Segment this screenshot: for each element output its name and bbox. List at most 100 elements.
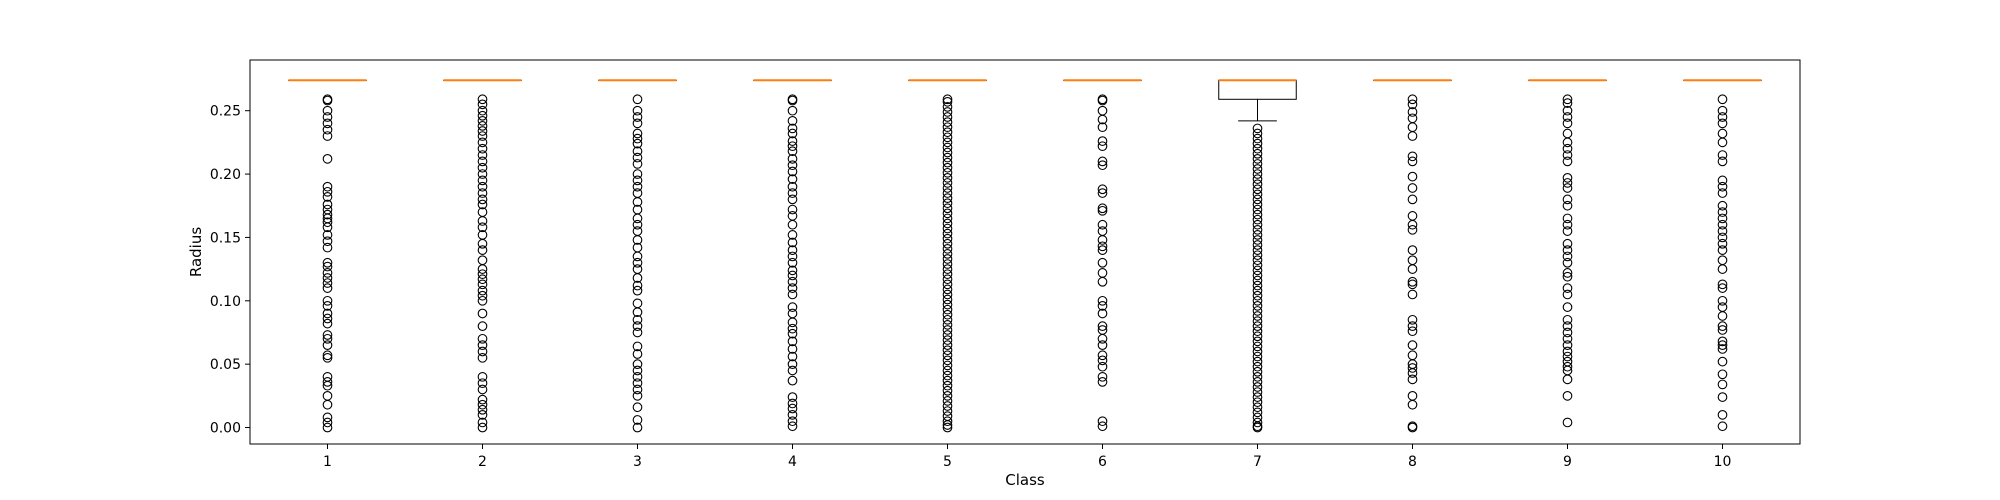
outlier-point bbox=[477, 199, 488, 210]
outlier-point bbox=[1097, 257, 1108, 268]
outlier-point bbox=[1407, 94, 1418, 105]
outlier-point bbox=[1252, 174, 1263, 184]
outlier-point bbox=[1252, 301, 1263, 311]
outlier-point bbox=[942, 254, 953, 264]
outlier-point bbox=[477, 371, 488, 382]
outlier-point bbox=[477, 94, 488, 105]
outlier-point bbox=[787, 365, 798, 376]
outlier-point bbox=[1252, 159, 1263, 169]
y-tick-label: 0.25 bbox=[210, 104, 241, 120]
box-group bbox=[443, 79, 522, 433]
outlier-point bbox=[322, 352, 333, 363]
outlier-point bbox=[1407, 374, 1418, 385]
outlier-point bbox=[477, 279, 488, 290]
outlier-point bbox=[1407, 264, 1418, 274]
outlier-point bbox=[1407, 151, 1418, 162]
outlier-point bbox=[1252, 224, 1263, 235]
outlier-point bbox=[632, 169, 643, 179]
outlier-point bbox=[477, 169, 488, 179]
outlier-point bbox=[1562, 417, 1573, 428]
outlier-point bbox=[1717, 112, 1728, 122]
outlier-point bbox=[1717, 188, 1728, 198]
outlier-point bbox=[942, 167, 953, 178]
outlier-point bbox=[942, 122, 953, 133]
box-group bbox=[908, 79, 987, 433]
x-tick-label: 10 bbox=[1714, 454, 1732, 470]
outlier-point bbox=[942, 198, 953, 209]
outlier-point bbox=[1562, 251, 1573, 262]
x-tick-label: 7 bbox=[1253, 454, 1262, 470]
outlier-point bbox=[1717, 200, 1728, 211]
outlier-point bbox=[942, 188, 953, 198]
outlier-point bbox=[1097, 333, 1108, 344]
outlier-point bbox=[787, 336, 798, 347]
outlier-point bbox=[477, 384, 488, 395]
outlier-point bbox=[1407, 363, 1418, 373]
outlier-point bbox=[1717, 156, 1728, 167]
outlier-point bbox=[632, 341, 643, 352]
box-body bbox=[1218, 79, 1297, 100]
x-tick-label: 6 bbox=[1098, 454, 1107, 470]
outlier-point bbox=[787, 276, 798, 287]
outlier-point bbox=[632, 378, 643, 389]
outlier-point bbox=[942, 390, 953, 401]
x-tick-label: 2 bbox=[478, 454, 487, 470]
x-tick-label: 5 bbox=[943, 454, 952, 470]
outlier-point bbox=[1097, 295, 1108, 306]
outlier-point bbox=[1717, 128, 1728, 139]
outlier-point bbox=[787, 154, 798, 164]
outlier-point bbox=[942, 228, 953, 239]
outlier-point bbox=[1252, 270, 1263, 281]
outlier-point bbox=[632, 314, 643, 325]
outlier-point bbox=[1562, 112, 1573, 122]
outlier-point bbox=[1562, 226, 1573, 236]
outlier-point bbox=[1562, 143, 1573, 154]
box-group bbox=[1063, 79, 1142, 432]
outlier-point bbox=[1252, 154, 1263, 164]
outlier-point bbox=[787, 308, 798, 319]
outlier-point bbox=[942, 117, 953, 127]
outlier-point bbox=[942, 345, 953, 356]
outlier-point bbox=[942, 284, 953, 295]
x-axis-label: Class bbox=[1005, 471, 1045, 489]
outlier-point bbox=[632, 390, 643, 401]
outlier-point bbox=[1097, 188, 1108, 198]
plot-frame bbox=[249, 59, 1801, 445]
outlier-point bbox=[1252, 275, 1263, 286]
x-tick-label: 4 bbox=[788, 454, 797, 470]
outlier-point bbox=[1717, 421, 1728, 432]
outlier-point bbox=[787, 416, 798, 427]
outlier-point bbox=[942, 401, 953, 411]
outlier-point bbox=[477, 115, 488, 126]
outlier-point bbox=[942, 294, 953, 305]
outlier-point bbox=[632, 226, 643, 236]
outlier-point bbox=[1097, 268, 1108, 278]
outlier-point bbox=[322, 390, 333, 401]
outlier-point bbox=[477, 340, 488, 350]
box-group bbox=[753, 79, 832, 432]
outlier-point bbox=[942, 102, 953, 112]
outlier-point bbox=[787, 128, 798, 139]
outlier-point bbox=[1407, 99, 1418, 110]
outlier-point bbox=[1562, 178, 1573, 188]
outlier-point bbox=[477, 105, 488, 116]
outlier-point bbox=[942, 152, 953, 163]
outlier-point bbox=[1252, 148, 1263, 159]
outlier-point bbox=[477, 245, 488, 255]
outlier-point bbox=[1252, 341, 1263, 352]
outlier-point bbox=[1562, 150, 1573, 160]
outlier-point bbox=[942, 411, 953, 421]
outlier-point bbox=[477, 181, 488, 192]
outlier-point bbox=[1717, 356, 1728, 367]
outlier-point bbox=[632, 181, 643, 192]
outlier-point bbox=[322, 95, 333, 106]
outlier-point bbox=[1562, 289, 1573, 300]
outlier-point bbox=[1717, 302, 1728, 312]
outlier-point bbox=[787, 204, 798, 215]
outlier-point bbox=[787, 265, 798, 276]
y-tick-label: 0.00 bbox=[210, 421, 241, 437]
outlier-point bbox=[1097, 371, 1108, 382]
outlier-point bbox=[1407, 321, 1418, 331]
outlier-point bbox=[1252, 382, 1263, 392]
